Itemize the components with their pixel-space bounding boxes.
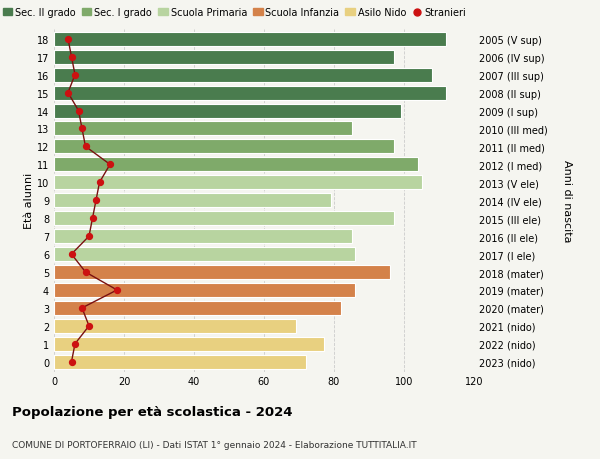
Point [91,197,101,205]
Bar [54,140,394,154]
Bar [54,337,323,351]
Bar [54,301,341,315]
Bar [54,355,306,369]
Point [74,107,83,115]
Bar [54,212,394,226]
Bar [54,158,418,172]
Bar [54,68,432,83]
Bar [54,247,355,262]
Point [112,287,122,294]
Bar [54,283,355,297]
Point [67,251,76,258]
Y-axis label: Anni di nascita: Anni di nascita [562,160,571,242]
Y-axis label: Età alunni: Età alunni [24,173,34,229]
Bar [54,265,390,280]
Point [77,305,87,312]
Legend: Sec. II grado, Sec. I grado, Scuola Primaria, Scuola Infanzia, Asilo Nido, Stran: Sec. II grado, Sec. I grado, Scuola Prim… [2,8,467,18]
Bar [54,33,446,47]
Point [84,323,94,330]
Point [63,36,73,43]
Point [88,215,97,223]
Bar [54,50,394,65]
Point [105,161,115,168]
Point [77,125,87,133]
Text: COMUNE DI PORTOFERRAIO (LI) - Dati ISTAT 1° gennaio 2024 - Elaborazione TUTTITAL: COMUNE DI PORTOFERRAIO (LI) - Dati ISTAT… [12,441,416,449]
Point [80,143,91,151]
Bar [54,104,401,118]
Point [70,72,80,79]
Point [84,233,94,241]
Text: Popolazione per età scolastica - 2024: Popolazione per età scolastica - 2024 [12,405,293,419]
Point [70,341,80,348]
Point [67,54,76,61]
Bar [54,194,331,208]
Bar [54,319,296,333]
Bar [54,86,446,101]
Bar [54,176,421,190]
Point [63,90,73,97]
Point [67,358,76,366]
Point [95,179,104,186]
Point [80,269,91,276]
Bar [54,230,352,244]
Bar [54,122,352,136]
